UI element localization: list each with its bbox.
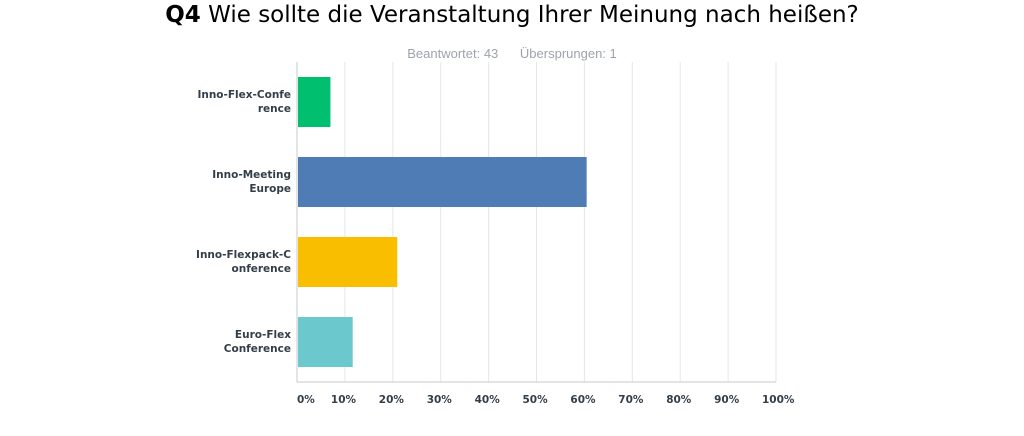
question-text: Wie sollte die Veranstaltung Ihrer Meinu… bbox=[208, 2, 859, 28]
bar bbox=[298, 77, 331, 127]
x-tick-label: 100% bbox=[762, 394, 795, 406]
x-tick-label: 20% bbox=[378, 394, 404, 406]
chart-title: Q4 Wie sollte die Veranstaltung Ihrer Me… bbox=[0, 2, 1024, 28]
x-tick-label: 80% bbox=[666, 394, 692, 406]
bar bbox=[298, 317, 353, 367]
bar bbox=[298, 237, 398, 287]
response-stats: Beantwortet: 43 Übersprungen: 1 bbox=[0, 46, 1024, 61]
skipped-count: Übersprungen: 1 bbox=[519, 46, 617, 61]
category-label: Inno-Meeting Europe bbox=[212, 169, 291, 195]
category-label: Inno-Flexpack-C onference bbox=[196, 249, 291, 275]
x-tick-label: 30% bbox=[426, 394, 452, 406]
question-number: Q4 bbox=[165, 2, 201, 28]
x-tick-label: 10% bbox=[330, 394, 357, 406]
category-label: Inno-Flex-Confe rence bbox=[197, 89, 291, 115]
x-tick-label: 90% bbox=[714, 394, 740, 406]
x-tick-label: 50% bbox=[522, 394, 548, 406]
x-tick-label: 70% bbox=[618, 394, 644, 406]
bar bbox=[298, 157, 587, 207]
x-tick-label: 60% bbox=[570, 394, 596, 406]
answered-count: Beantwortet: 43 bbox=[407, 46, 499, 61]
x-tick-label: 40% bbox=[474, 394, 500, 406]
x-tick-label: 0% bbox=[297, 394, 315, 406]
category-label: Euro-Flex Conference bbox=[223, 329, 291, 355]
